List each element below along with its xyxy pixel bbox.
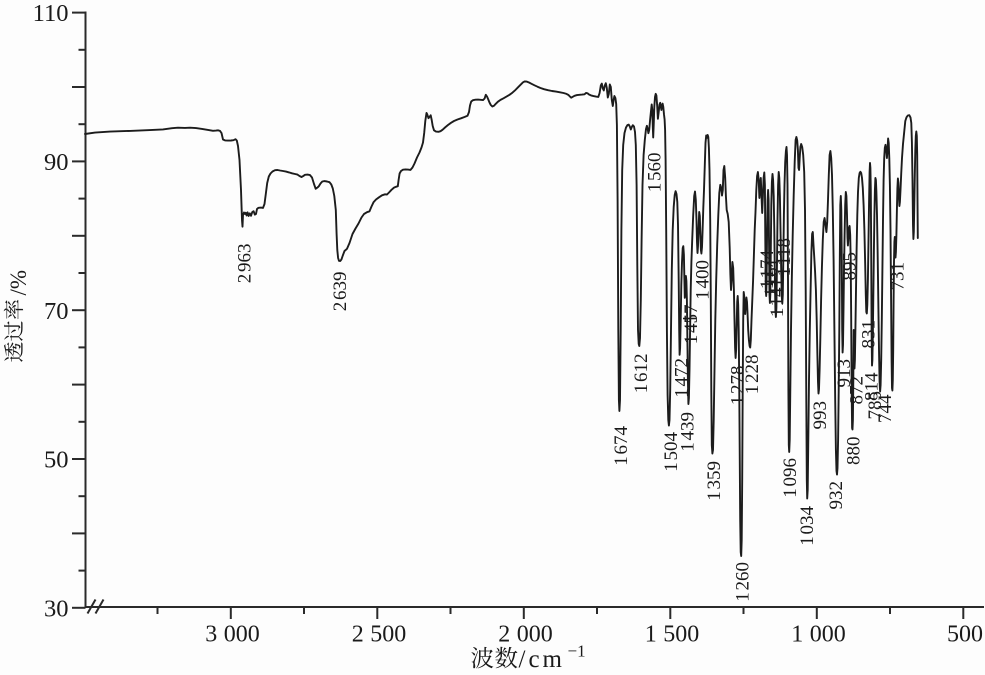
- svg-text:/%: /%: [6, 270, 31, 296]
- svg-text:1359: 1359: [704, 461, 725, 501]
- svg-text:1174: 1174: [757, 250, 778, 290]
- svg-text:872: 872: [846, 376, 867, 405]
- svg-text:1472: 1472: [672, 358, 693, 398]
- svg-text:880: 880: [844, 437, 865, 466]
- svg-text:785: 785: [865, 391, 886, 420]
- svg-text:1400: 1400: [693, 260, 714, 300]
- svg-text:500: 500: [947, 622, 983, 648]
- svg-text:−1: −1: [568, 642, 586, 661]
- svg-text:1228: 1228: [742, 355, 763, 395]
- svg-text:1161: 1161: [761, 258, 782, 297]
- svg-text:2639: 2639: [330, 272, 351, 312]
- svg-text:1141: 1141: [767, 278, 788, 317]
- svg-text:1612: 1612: [631, 354, 652, 394]
- svg-text:1096: 1096: [780, 458, 801, 498]
- svg-text:30: 30: [44, 595, 69, 622]
- svg-text:1034: 1034: [797, 506, 818, 546]
- svg-text:2963: 2963: [235, 244, 256, 284]
- svg-text:831: 831: [858, 320, 879, 349]
- svg-text:1260: 1260: [733, 562, 754, 602]
- svg-text:895: 895: [839, 252, 860, 281]
- svg-text:1674: 1674: [611, 426, 632, 466]
- svg-text:731: 731: [887, 262, 908, 291]
- svg-text:1560: 1560: [645, 153, 666, 193]
- svg-text:744: 744: [875, 394, 896, 423]
- svg-text:50: 50: [44, 447, 69, 474]
- svg-text:1457: 1457: [681, 305, 702, 345]
- svg-text:932: 932: [826, 481, 847, 510]
- svg-text:110: 110: [33, 0, 69, 27]
- svg-text:913: 913: [834, 359, 855, 388]
- svg-text:1439: 1439: [678, 412, 699, 452]
- svg-text:1118: 1118: [774, 238, 795, 276]
- svg-text:814: 814: [862, 372, 883, 401]
- svg-text:90: 90: [44, 149, 69, 176]
- svg-text:/cm: /cm: [519, 646, 566, 673]
- svg-text:70: 70: [44, 298, 69, 325]
- svg-text:993: 993: [810, 401, 831, 430]
